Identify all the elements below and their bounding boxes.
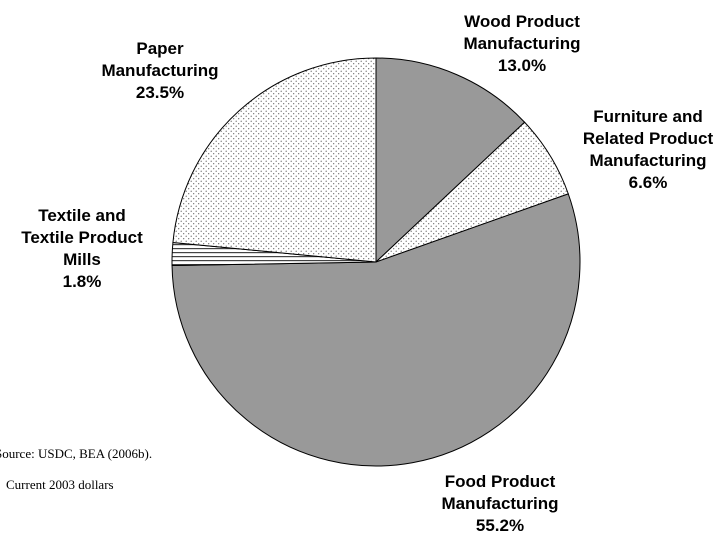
slice-label-2: Furniture and Related Product Manufacturin… [583, 107, 714, 192]
slice-label-5: Paper Manufacturing 23.5% [101, 39, 218, 102]
units-note: Current 2003 dollars [6, 477, 114, 492]
slice-labels: Wood Product Manufacturing 13.0%Furniture … [21, 12, 713, 535]
pie-slice-1 [375, 57, 526, 264]
source-note: Source: USDC, BEA (2006b). [0, 446, 152, 461]
slice-label-3: Food Product Manufacturing 55.2% [441, 472, 558, 535]
pie-slice-3 [171, 193, 581, 467]
slice-label-4: Textile and Textile Product Mills 1.8% [21, 206, 143, 291]
slice-label-1: Wood Product Manufacturing 13.0% [463, 12, 580, 75]
pie-slices [171, 57, 581, 467]
pie-slice-5 [172, 57, 377, 263]
